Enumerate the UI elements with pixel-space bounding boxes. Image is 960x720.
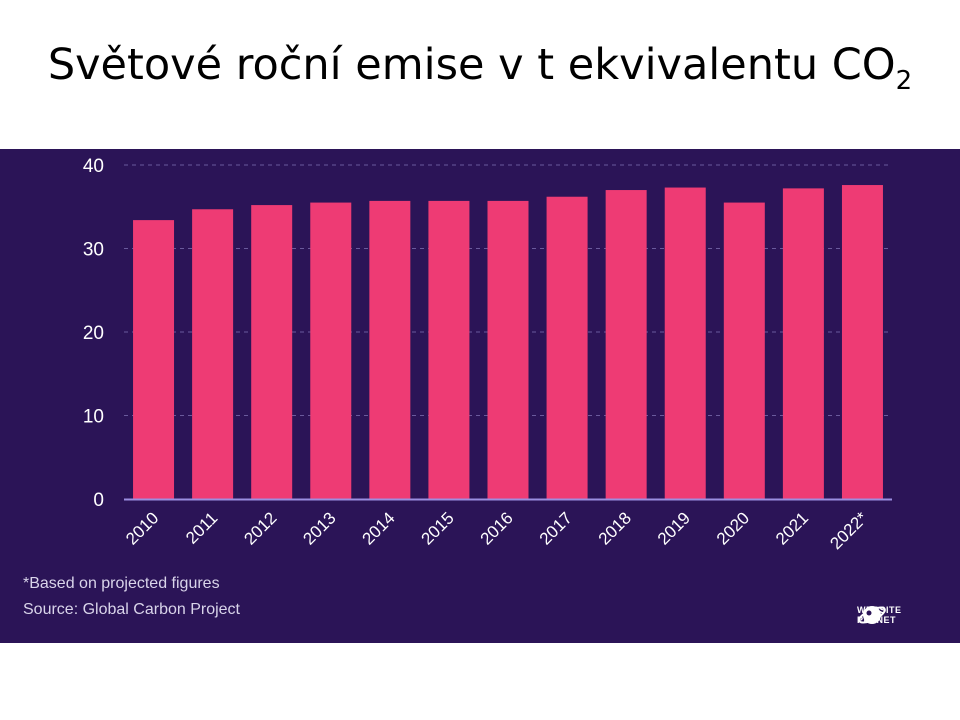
bar — [369, 200, 411, 499]
bar — [192, 209, 234, 499]
planet-icon — [858, 606, 886, 624]
x-tick-label: 2022* — [826, 508, 871, 553]
y-tick-label: 10 — [83, 407, 104, 428]
x-tick-label: 2012 — [240, 508, 280, 548]
bar — [782, 188, 824, 499]
x-tick-label: 2014 — [358, 508, 398, 548]
bar — [310, 202, 352, 499]
y-tick-label: 20 — [83, 323, 104, 344]
bar — [133, 220, 175, 500]
website-planet-logo: WEBSITE PLANET — [857, 600, 902, 630]
bar — [664, 187, 706, 500]
source-footnote: Source: Global Carbon Project — [23, 601, 240, 618]
x-tick-label: 2016 — [477, 508, 517, 548]
bar — [251, 205, 293, 499]
chart-panel: 0 10 20 30 40 2010 2011 2012 2013 2014 2015 2016 20… — [0, 149, 960, 643]
x-tick-label: 2018 — [595, 508, 635, 548]
x-tick-label: 2021 — [772, 508, 812, 548]
y-tick-label: 30 — [83, 240, 104, 261]
x-tick-label: 2020 — [713, 508, 753, 548]
x-tick-label: 2013 — [299, 508, 339, 548]
bar — [841, 185, 883, 499]
projection-footnote: *Based on projected figures — [23, 575, 220, 592]
x-tick-label: 2017 — [536, 508, 576, 548]
bar — [605, 190, 647, 500]
bars — [133, 185, 883, 500]
x-tick-label: 2011 — [182, 508, 221, 547]
bar — [487, 200, 529, 499]
x-tick-label: 2019 — [654, 508, 694, 548]
y-axis-ticks: 0 10 20 30 40 — [83, 156, 104, 511]
bar — [428, 200, 470, 499]
slide-title-text: Světové roční emise v t ekvivalentu CO — [47, 40, 896, 90]
slide-title-subscript: 2 — [895, 66, 913, 96]
slide-title: Světové roční emise v t ekvivalentu CO2 — [0, 40, 960, 96]
x-tick-label: 2010 — [122, 508, 162, 548]
y-tick-label: 0 — [93, 490, 104, 511]
bar — [723, 202, 765, 499]
x-tick-label: 2015 — [418, 508, 458, 548]
bar — [546, 196, 588, 500]
y-tick-label: 40 — [83, 156, 104, 177]
x-axis-labels: 2010 2011 2012 2013 2014 2015 2016 2017 2018 2019… — [122, 508, 871, 553]
